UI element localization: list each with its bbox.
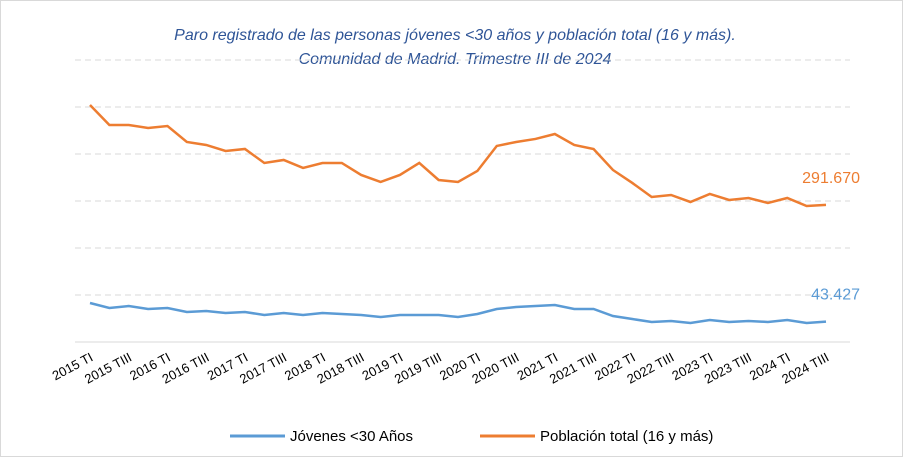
series-line — [89, 104, 827, 208]
data-label: 291.670 — [802, 170, 860, 187]
legend-label: Jóvenes <30 Años — [290, 428, 413, 445]
series-line — [89, 301, 827, 325]
legend-label: Población total (16 y más) — [540, 428, 713, 445]
data-label: 43.427 — [811, 287, 860, 304]
chart-title: Paro registrado de las personas jóvenes … — [174, 27, 736, 44]
